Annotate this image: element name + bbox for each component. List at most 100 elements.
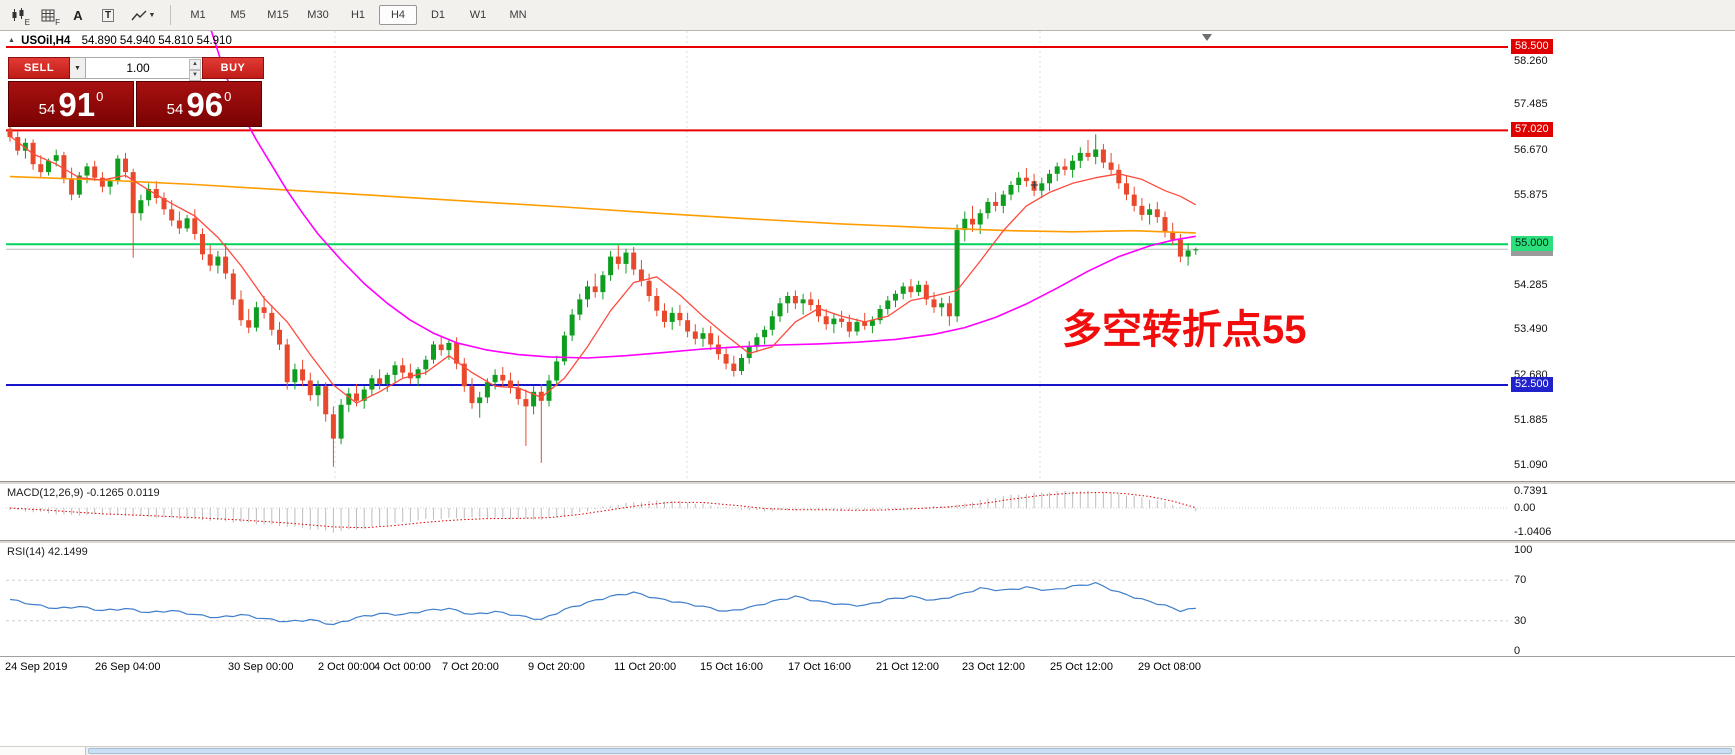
timeframe-button-d1[interactable]: D1 (430, 9, 446, 21)
panel-splitter[interactable] (0, 481, 1735, 484)
macd-axis-label: 0.7391 (1514, 485, 1548, 497)
time-axis-label: 17 Oct 16:00 (788, 661, 851, 673)
time-axis: 24 Sep 2019 26 Sep 04:00 30 Sep 00:00 2 Oct… (0, 657, 1735, 679)
ask-price-minor: 96 (186, 85, 224, 123)
time-axis-label: 25 Oct 12:00 (1050, 661, 1113, 673)
text-tool-button[interactable]: A (64, 2, 92, 28)
price-level-badge: 57.020 (1511, 122, 1553, 138)
price-level-badge: 55.000 (1511, 236, 1553, 252)
volume-spinner-down[interactable]: ▼ (189, 70, 201, 81)
toolbar-separator (170, 5, 171, 25)
time-axis-separator (0, 656, 1735, 657)
horizontal-scrollbar[interactable] (0, 746, 1735, 755)
chart-ohlc-title: ▲ USOil,H4 54.890 54.940 54.810 54.910 (8, 35, 232, 47)
candlestick-chart-icon (12, 8, 23, 21)
time-axis-label: 30 Sep 00:00 (228, 661, 294, 673)
ask-price-major: 54 (166, 100, 184, 118)
grid-toolbar-button[interactable]: F (34, 2, 62, 28)
rsi-value: 42.1499 (47, 546, 88, 558)
volume-spinner-up[interactable]: ▲ (189, 59, 201, 70)
volume-field: ▲ ▼ (86, 57, 202, 81)
macd-axis-label: -1.0406 (1514, 525, 1552, 538)
rsi-indicator-label: RSI(14) 42.1499 (7, 546, 88, 558)
textbox-tool-icon: T (101, 8, 115, 22)
timeframe-button-h1[interactable]: H1 (350, 9, 366, 21)
macd-plot (6, 490, 1508, 533)
rsi-panel: RSI(14) 42.1499 100 70 30 0 (0, 543, 1735, 656)
time-axis-label: 7 Oct 20:00 (442, 661, 499, 673)
price-level-badge: 52.500 (1511, 377, 1553, 392)
line-studies-button[interactable]: ▼ (124, 2, 162, 28)
symbol-timeframe-label: USOil,H4 (21, 35, 71, 47)
time-axis-label: 26 Sep 04:00 (95, 661, 161, 673)
macd-axis-label: 0.00 (1514, 502, 1536, 514)
bid-price-minor: 91 (58, 85, 96, 123)
price-axis-label: 55.875 (1514, 188, 1548, 201)
timeframe-button-m1[interactable]: M1 (190, 9, 206, 21)
scrollbar-thumb[interactable] (88, 748, 1732, 754)
chart-icon-subscript: E (24, 18, 30, 27)
volume-spinner: ▲ ▼ (189, 59, 201, 81)
price-axis-label: 53.490 (1514, 323, 1548, 336)
chevron-down-icon: ▼ (148, 11, 156, 19)
order-type-dropdown[interactable]: ▼ (70, 57, 86, 79)
bottom-filler (0, 679, 1735, 746)
toolbar: E F A T ▼ M1 M5 M15 M30 H1 H4 D1 W1 MN (0, 0, 1735, 31)
timeframe-button-m5[interactable]: M5 (230, 9, 246, 21)
one-click-trading-panel: SELL ▼ ▲ ▼ BUY 54 91 0 54 (8, 57, 264, 127)
timeframe-button-h4[interactable]: H4 (379, 5, 417, 25)
candlestick-plot (6, 31, 1508, 481)
chart-marker-icon: ▲ (8, 37, 15, 44)
rsi-axis-label: 30 (1514, 614, 1527, 627)
price-axis-label: 51.090 (1514, 458, 1548, 471)
volume-input[interactable] (86, 58, 202, 78)
rsi-plot (6, 579, 1508, 626)
rsi-axis-label: 0 (1514, 645, 1521, 656)
macd-indicator-label: MACD(12,26,9) -0.1265 0.0119 (7, 487, 160, 499)
ask-price-button[interactable]: 54 96 0 (136, 81, 262, 127)
time-axis-label: 2 Oct 00:00 (318, 661, 375, 673)
scrollbar-left-box (0, 747, 86, 755)
bid-price-point: 0 (96, 88, 104, 104)
grid-icon (41, 9, 55, 21)
price-axis-label: 58.260 (1514, 54, 1548, 67)
timeframe-toolbar: M1 M5 M15 M30 H1 H4 D1 W1 MN (179, 5, 539, 25)
chart-shift-icon[interactable] (1202, 34, 1212, 41)
sell-button[interactable]: SELL (8, 57, 70, 79)
timeframe-button-w1[interactable]: W1 (469, 9, 487, 21)
timeframe-button-m30[interactable]: M30 (307, 9, 329, 21)
price-axis-label: 54.285 (1514, 278, 1548, 291)
time-axis-label: 24 Sep 2019 (5, 661, 68, 673)
rsi-axis-label: 100 (1514, 544, 1533, 556)
textbox-tool-button[interactable]: T (94, 2, 122, 28)
time-axis-label: 15 Oct 16:00 (700, 661, 763, 673)
bid-price-button[interactable]: 54 91 0 (8, 81, 134, 127)
time-axis-label: 11 Oct 20:00 (614, 661, 677, 673)
macd-panel: MACD(12,26,9) -0.1265 0.0119 0.7391 0.00 -… (0, 484, 1735, 540)
timeframe-button-m15[interactable]: M15 (267, 9, 289, 21)
time-axis-label: 21 Oct 12:00 (876, 661, 939, 673)
crosshair-marker: + (1030, 177, 1039, 194)
text-tool-icon: A (73, 7, 83, 23)
annotation-text: 多空转折点55 (1062, 308, 1307, 352)
price-axis-label: 57.485 (1514, 98, 1548, 111)
macd-values: -0.1265 0.0119 (86, 487, 160, 499)
time-axis-label: 29 Oct 08:00 (1138, 661, 1201, 673)
bid-price-major: 54 (38, 100, 56, 118)
time-axis-label: 23 Oct 12:00 (962, 661, 1025, 673)
ask-price-point: 0 (224, 88, 232, 104)
panel-splitter[interactable] (0, 540, 1735, 543)
time-axis-label: 9 Oct 20:00 (528, 661, 585, 673)
buy-button[interactable]: BUY (202, 57, 264, 79)
price-chart-panel: ▲ USOil,H4 54.890 54.940 54.810 54.910 S… (0, 31, 1735, 481)
grid-icon-subscript: F (55, 18, 60, 27)
charts-toolbar-button[interactable]: E (4, 2, 32, 28)
timeframe-button-mn[interactable]: MN (509, 9, 527, 21)
time-axis-label: 4 Oct 00:00 (374, 661, 431, 673)
ohlc-values: 54.890 54.940 54.810 54.910 (81, 35, 232, 47)
price-axis-label: 51.885 (1514, 413, 1548, 426)
trendline-icon (130, 10, 147, 20)
rsi-axis-label: 70 (1514, 574, 1527, 587)
price-axis-label: 56.670 (1514, 144, 1548, 157)
